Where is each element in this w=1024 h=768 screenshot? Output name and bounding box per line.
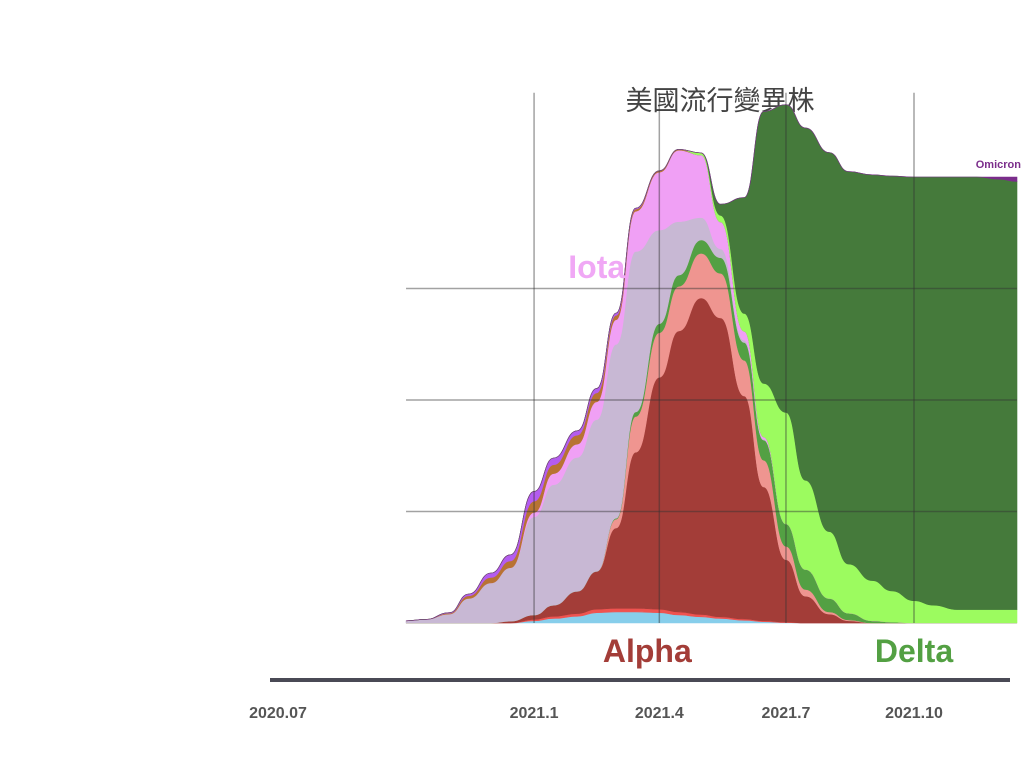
series-label-delta: Delta <box>875 633 953 669</box>
x-tick-label: 2021.10 <box>885 705 943 722</box>
series-labels: Iota Alpha Delta Omicron <box>568 159 1021 669</box>
x-tick-label: 2020.07 <box>249 705 307 722</box>
area-omicron <box>405 104 1018 622</box>
series-label-alpha: Alpha <box>603 633 692 669</box>
x-axis-ticks: 2020.07 2021.1 2021.4 2021.7 2021.10 <box>249 705 943 722</box>
area-layers <box>405 104 1018 624</box>
grid-lines <box>406 92 1017 623</box>
x-tick-label: 2021.4 <box>635 705 684 722</box>
x-tick-label: 2021.7 <box>761 705 810 722</box>
series-label-omicron: Omicron <box>976 159 1022 171</box>
x-tick-label: 2021.1 <box>510 705 559 722</box>
series-label-iota: Iota <box>568 249 625 285</box>
